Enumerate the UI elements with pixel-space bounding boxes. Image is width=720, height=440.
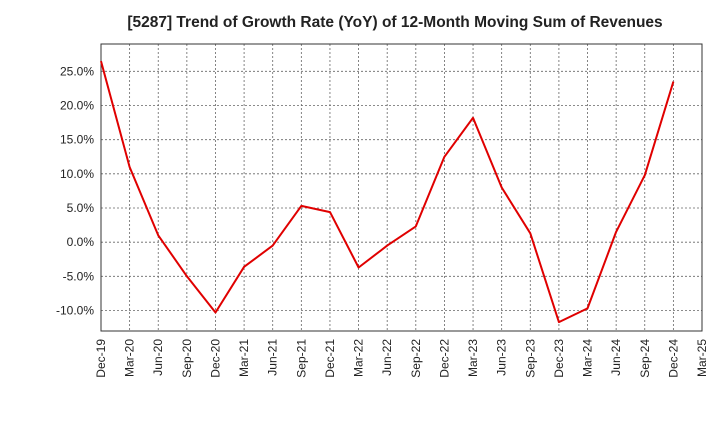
x-tick-label: Dec-22 — [437, 339, 451, 378]
y-tick-label: 10.0% — [60, 167, 94, 181]
x-tick-label: Mar-25 — [695, 339, 709, 377]
x-tick-label: Jun-21 — [266, 339, 280, 376]
x-tick-label: Jun-22 — [380, 339, 394, 376]
series-line — [100, 60, 675, 324]
x-tick-label: Sep-24 — [638, 339, 652, 378]
x-tick-label: Jun-20 — [151, 339, 165, 376]
x-tick-label: Sep-21 — [294, 339, 308, 378]
x-tick-label: Jun-23 — [495, 339, 509, 376]
x-tick-label: Dec-21 — [323, 339, 337, 378]
x-tick-label: Sep-20 — [180, 339, 194, 378]
x-tick-label: Mar-24 — [581, 339, 595, 377]
plot-border — [100, 43, 703, 332]
x-tick-label: Jun-24 — [609, 339, 623, 376]
x-tick-label: Sep-22 — [409, 339, 423, 378]
y-tick-label: 20.0% — [60, 99, 94, 113]
x-tick-label: Mar-21 — [237, 339, 251, 377]
y-tick-label: 25.0% — [60, 64, 94, 78]
x-tick-label: Dec-19 — [94, 339, 108, 378]
y-tick-label: -5.0% — [63, 269, 95, 283]
y-tick-label: 15.0% — [60, 133, 94, 147]
x-tick-label: Mar-22 — [352, 339, 366, 377]
x-tick-label: Sep-23 — [523, 339, 537, 378]
x-tick-label: Dec-24 — [666, 339, 680, 378]
plot-area — [101, 44, 702, 331]
x-tick-label: Mar-20 — [123, 339, 137, 377]
y-tick-label: 0.0% — [67, 235, 95, 249]
x-tick-label: Dec-23 — [552, 339, 566, 378]
chart-title: [5287] Trend of Growth Rate (YoY) of 12-… — [127, 14, 663, 31]
y-tick-label: -10.0% — [56, 304, 94, 318]
y-tick-label: 5.0% — [67, 201, 95, 215]
x-tick-label: Mar-23 — [466, 339, 480, 377]
x-tick-label: Dec-20 — [208, 339, 222, 378]
